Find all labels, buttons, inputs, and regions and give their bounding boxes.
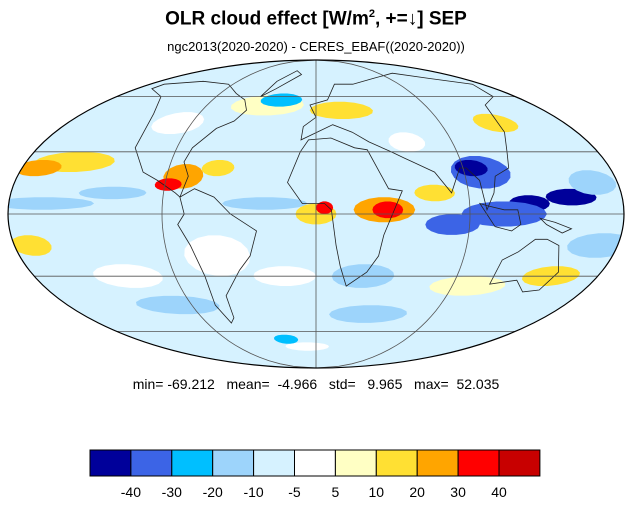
- anomaly-patch: [454, 160, 488, 177]
- map-subtitle: ngc2013(2020-2020) - CERES_EBAF((2020-20…: [167, 39, 465, 54]
- anomaly-patch: [285, 342, 329, 351]
- colorbar-swatch: [89, 449, 132, 477]
- continent-outline: [300, 72, 510, 212]
- colorbar-tick-label: -5: [288, 484, 301, 500]
- coastlines: [134, 70, 573, 324]
- anomaly-patch: [414, 184, 455, 202]
- continent-outline: [488, 238, 560, 293]
- anomaly-patch: [388, 132, 426, 152]
- colorbar-swatch: [334, 449, 377, 477]
- colorbar-swatch: [253, 449, 296, 477]
- anomaly-patch: [184, 235, 251, 276]
- colorbar-tick-label: -20: [202, 484, 223, 500]
- meridian-line: [315, 60, 471, 368]
- map-title: OLR cloud effect [W/m2, +=↓] SEP: [0, 8, 632, 30]
- anomaly-patch: [151, 112, 205, 134]
- colorbar-tick-label: -30: [161, 484, 182, 500]
- anomaly-patch: [11, 235, 52, 256]
- continent-outline: [538, 217, 573, 234]
- colorbar-tick-label: 5: [331, 484, 340, 500]
- anomaly-patch: [222, 197, 308, 210]
- anomaly-patch: [425, 214, 480, 235]
- anomaly-patch: [316, 201, 334, 214]
- anomaly-patch: [15, 160, 62, 177]
- anomaly-patch: [274, 334, 299, 344]
- colorbar-tick-label: -40: [120, 484, 141, 500]
- graticule: [8, 60, 624, 368]
- colorbar-swatch: [498, 449, 541, 477]
- anomaly-patch: [78, 186, 147, 200]
- map-outline: [7, 59, 625, 369]
- colorbar-tick-label: 30: [450, 484, 466, 500]
- colorbar-swatch: [375, 449, 418, 477]
- colorbar-swatch: [416, 449, 459, 477]
- colorbar-swatch: [212, 449, 255, 477]
- continent-outline: [260, 70, 303, 97]
- anomaly-patch: [201, 160, 235, 177]
- continent-outline: [478, 202, 522, 232]
- colorbar-swatch: [171, 449, 214, 477]
- colorbar-tick-label: 10: [368, 484, 385, 500]
- anomaly-patch: [472, 113, 519, 133]
- colorbar-tick-label: 40: [491, 484, 507, 500]
- statistics-line: min= -69.212 mean= -4.966 std= 9.965 max…: [132, 376, 500, 392]
- meridian-line: [161, 60, 317, 368]
- anomaly-patch: [8, 197, 95, 210]
- anomaly-patch: [154, 178, 182, 191]
- continent-outline: [287, 137, 403, 287]
- anomaly-patch: [309, 101, 373, 119]
- continent-outline: [177, 188, 257, 324]
- colorbar-swatch: [294, 449, 336, 477]
- colorbar-swatch: [130, 449, 173, 477]
- title-suffix: , +=↓] SEP: [374, 8, 467, 30]
- anomaly-patch: [429, 276, 506, 296]
- anomaly-patch: [568, 170, 616, 195]
- anomaly-patch: [136, 295, 220, 315]
- title-text: OLR cloud effect [W/m: [165, 8, 369, 30]
- anomaly-patch: [329, 305, 407, 323]
- colorbar-tick-label: -10: [243, 484, 264, 500]
- title-superscript: 2: [368, 8, 375, 20]
- colorbar-tick-label: 20: [409, 484, 425, 500]
- colorbar-swatch: [457, 449, 500, 477]
